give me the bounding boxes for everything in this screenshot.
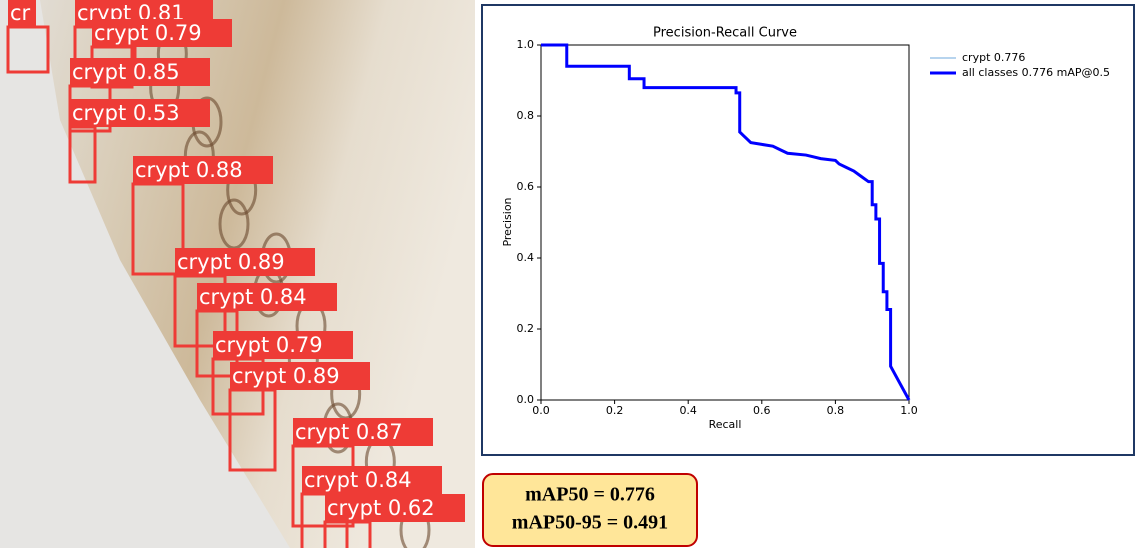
- detection-label: crypt 0.53: [72, 101, 180, 125]
- detection-label: crypt 0.84: [304, 468, 412, 492]
- legend-label: all classes 0.776 mAP@0.5: [962, 66, 1110, 79]
- detection-label: crypt 0.79: [215, 333, 323, 357]
- y-tick-label: 0.4: [517, 251, 535, 264]
- metric-map50-95: mAP50-95 = 0.491: [512, 512, 668, 534]
- detection-label: crypt 0.89: [232, 364, 340, 388]
- y-tick-label: 1.0: [517, 38, 535, 51]
- x-tick-label: 0.6: [753, 404, 771, 417]
- detection-label: crypt 0.79: [94, 21, 202, 45]
- y-tick-label: 0.6: [517, 180, 535, 193]
- metric-map50: mAP50 = 0.776: [525, 484, 655, 506]
- x-axis-label: Recall: [709, 418, 742, 431]
- detection-label: crypt 0.62: [327, 496, 435, 520]
- y-tick-label: 0.0: [517, 393, 535, 406]
- metrics-box: mAP50 = 0.776 mAP50-95 = 0.491: [483, 474, 697, 546]
- detection-label: crypt 0.84: [199, 285, 307, 309]
- figure: crcrypt 0.81crypt 0.79crypt 0.85crypt 0.…: [0, 0, 1136, 548]
- x-tick-label: 0.0: [532, 404, 550, 417]
- x-tick-label: 1.0: [900, 404, 918, 417]
- x-tick-label: 0.4: [679, 404, 697, 417]
- x-tick-label: 0.8: [827, 404, 845, 417]
- detection-label: cr: [10, 1, 31, 25]
- detection-label: crypt 0.89: [177, 250, 285, 274]
- y-tick-label: 0.2: [517, 322, 535, 335]
- detection-label: crypt 0.85: [72, 60, 180, 84]
- chart-title: Precision-Recall Curve: [653, 26, 797, 41]
- y-tick-label: 0.8: [517, 109, 535, 122]
- detection-label: crypt 0.87: [295, 420, 403, 444]
- legend-label: crypt 0.776: [962, 51, 1025, 64]
- detection-label: crypt 0.88: [135, 158, 243, 182]
- x-tick-label: 0.2: [606, 404, 624, 417]
- y-axis-label: Precision: [501, 197, 514, 246]
